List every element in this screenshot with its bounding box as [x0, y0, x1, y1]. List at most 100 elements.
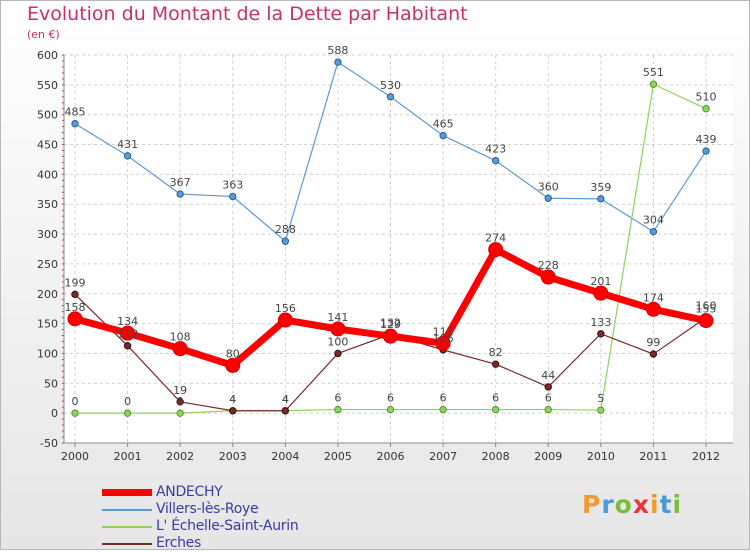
data-label-l-echelle-saint-aurin: 6: [387, 392, 394, 405]
data-label-l-echelle-saint-aurin: 4: [282, 393, 289, 406]
data-point-villers-les-roye: [544, 194, 552, 202]
data-point-l-echelle-saint-aurin: [649, 80, 658, 88]
data-point-erches: [176, 398, 184, 406]
data-point-villers-les-roye: [649, 227, 658, 236]
data-point-villers-les-roye: [491, 156, 500, 165]
data-label-l-echelle-saint-aurin: 0: [177, 395, 184, 408]
legend-label: ANDECHY: [156, 484, 223, 500]
data-label-l-echelle-saint-aurin: 0: [72, 395, 79, 408]
logo-letter: r: [601, 490, 615, 519]
y-tick-label: 550: [37, 79, 58, 92]
data-point-andechy: [593, 285, 609, 301]
data-point-erches: [491, 360, 500, 368]
data-label-villers-les-roye: 423: [485, 143, 506, 156]
data-point-andechy: [172, 341, 188, 357]
y-tick-label: 100: [37, 347, 58, 360]
logo-letter: t: [659, 490, 673, 519]
data-label-erches: 199: [65, 276, 86, 289]
data-point-andechy: [435, 335, 451, 351]
legend-label: L' Échelle-Saint-Aurin: [156, 518, 299, 534]
x-tick-label: 2000: [61, 450, 89, 463]
data-label-erches: 113: [117, 328, 138, 341]
data-point-erches: [334, 349, 342, 358]
data-point-l-echelle-saint-aurin: [71, 409, 79, 417]
data-label-andechy: 108: [170, 331, 191, 344]
legend-label: Villers-lès-Roye: [156, 501, 259, 517]
logo-letter: i: [672, 490, 683, 519]
y-tick-label: 600: [37, 49, 58, 62]
data-point-villers-les-roye: [281, 237, 290, 245]
data-point-andechy: [698, 313, 714, 329]
data-point-erches: [123, 342, 132, 350]
data-point-andechy: [67, 311, 83, 327]
data-point-l-echelle-saint-aurin: [544, 405, 552, 414]
data-label-andechy: 228: [538, 259, 559, 272]
data-label-andechy: 80: [226, 347, 240, 360]
chart-title: Evolution du Montant de la Dette par Hab…: [27, 3, 468, 25]
data-label-villers-les-roye: 288: [275, 223, 296, 236]
data-label-villers-les-roye: 439: [696, 133, 717, 146]
x-tick-label: 2009: [534, 450, 562, 463]
data-point-l-echelle-saint-aurin: [176, 409, 184, 417]
data-point-erches: [229, 407, 237, 415]
y-tick-label: 50: [44, 377, 58, 390]
data-label-andechy: 155: [696, 303, 717, 316]
data-label-erches: 82: [489, 346, 503, 359]
data-point-l-echelle-saint-aurin: [334, 405, 342, 414]
data-point-villers-les-roye: [176, 190, 184, 198]
chart-legend: ANDECHY Villers-lès-Roye L' Échelle-Saint-…: [102, 484, 402, 552]
data-point-andechy: [330, 321, 346, 337]
data-point-erches: [544, 383, 552, 391]
data-label-villers-les-roye: 359: [590, 181, 611, 194]
data-point-andechy: [277, 312, 293, 328]
data-point-villers-les-roye: [702, 147, 710, 155]
data-point-villers-les-roye: [597, 195, 605, 203]
data-point-villers-les-roye: [439, 131, 447, 140]
y-tick-label: 0: [51, 407, 58, 420]
data-label-l-echelle-saint-aurin: 4: [229, 393, 236, 406]
data-label-andechy: 134: [117, 315, 138, 328]
legend-item-villers-les-roye: Villers-lès-Roye: [102, 501, 402, 518]
data-point-andechy: [540, 269, 556, 285]
data-label-erches: 133: [590, 316, 611, 329]
x-tick-label: 2005: [324, 450, 352, 463]
legend-item-andechy: ANDECHY: [102, 484, 402, 501]
data-point-l-echelle-saint-aurin: [123, 409, 132, 417]
data-label-erches: 19: [173, 384, 187, 397]
logo-letter: o: [614, 490, 633, 519]
data-label-villers-les-roye: 360: [538, 180, 559, 193]
data-label-andechy: 158: [65, 301, 86, 314]
data-label-andechy: 174: [643, 291, 664, 304]
data-label-l-echelle-saint-aurin: 551: [643, 66, 664, 79]
data-label-erches: 160: [696, 300, 717, 313]
data-label-villers-les-roye: 588: [327, 44, 348, 57]
data-point-erches: [649, 350, 658, 358]
data-label-villers-les-roye: 485: [65, 106, 86, 119]
data-label-erches: 44: [541, 369, 555, 382]
logo-letter: x: [632, 490, 650, 519]
legend-label: Erches: [156, 535, 201, 551]
x-tick-label: 2011: [639, 450, 667, 463]
data-point-l-echelle-saint-aurin: [491, 405, 500, 414]
chart-subtitle: (en €): [27, 28, 60, 41]
data-label-erches: 132: [380, 316, 401, 329]
x-tick-label: 2012: [692, 450, 720, 463]
data-label-andechy: 274: [485, 232, 506, 245]
data-point-erches: [71, 290, 79, 299]
data-point-andechy: [225, 357, 241, 373]
data-label-villers-les-roye: 465: [433, 118, 454, 131]
data-label-andechy: 156: [275, 302, 296, 315]
legend-swatch: [102, 526, 152, 528]
data-label-l-echelle-saint-aurin: 6: [492, 392, 499, 405]
data-point-andechy: [488, 242, 504, 258]
data-label-andechy: 201: [590, 275, 611, 288]
data-point-l-echelle-saint-aurin: [597, 406, 605, 414]
y-tick-label: 450: [37, 139, 58, 152]
data-point-l-echelle-saint-aurin: [386, 405, 395, 414]
data-label-l-echelle-saint-aurin: 6: [545, 392, 552, 405]
data-point-villers-les-roye: [123, 152, 132, 160]
data-label-erches: 100: [327, 335, 348, 348]
legend-swatch: [102, 543, 152, 545]
data-label-andechy: 117: [433, 325, 454, 338]
